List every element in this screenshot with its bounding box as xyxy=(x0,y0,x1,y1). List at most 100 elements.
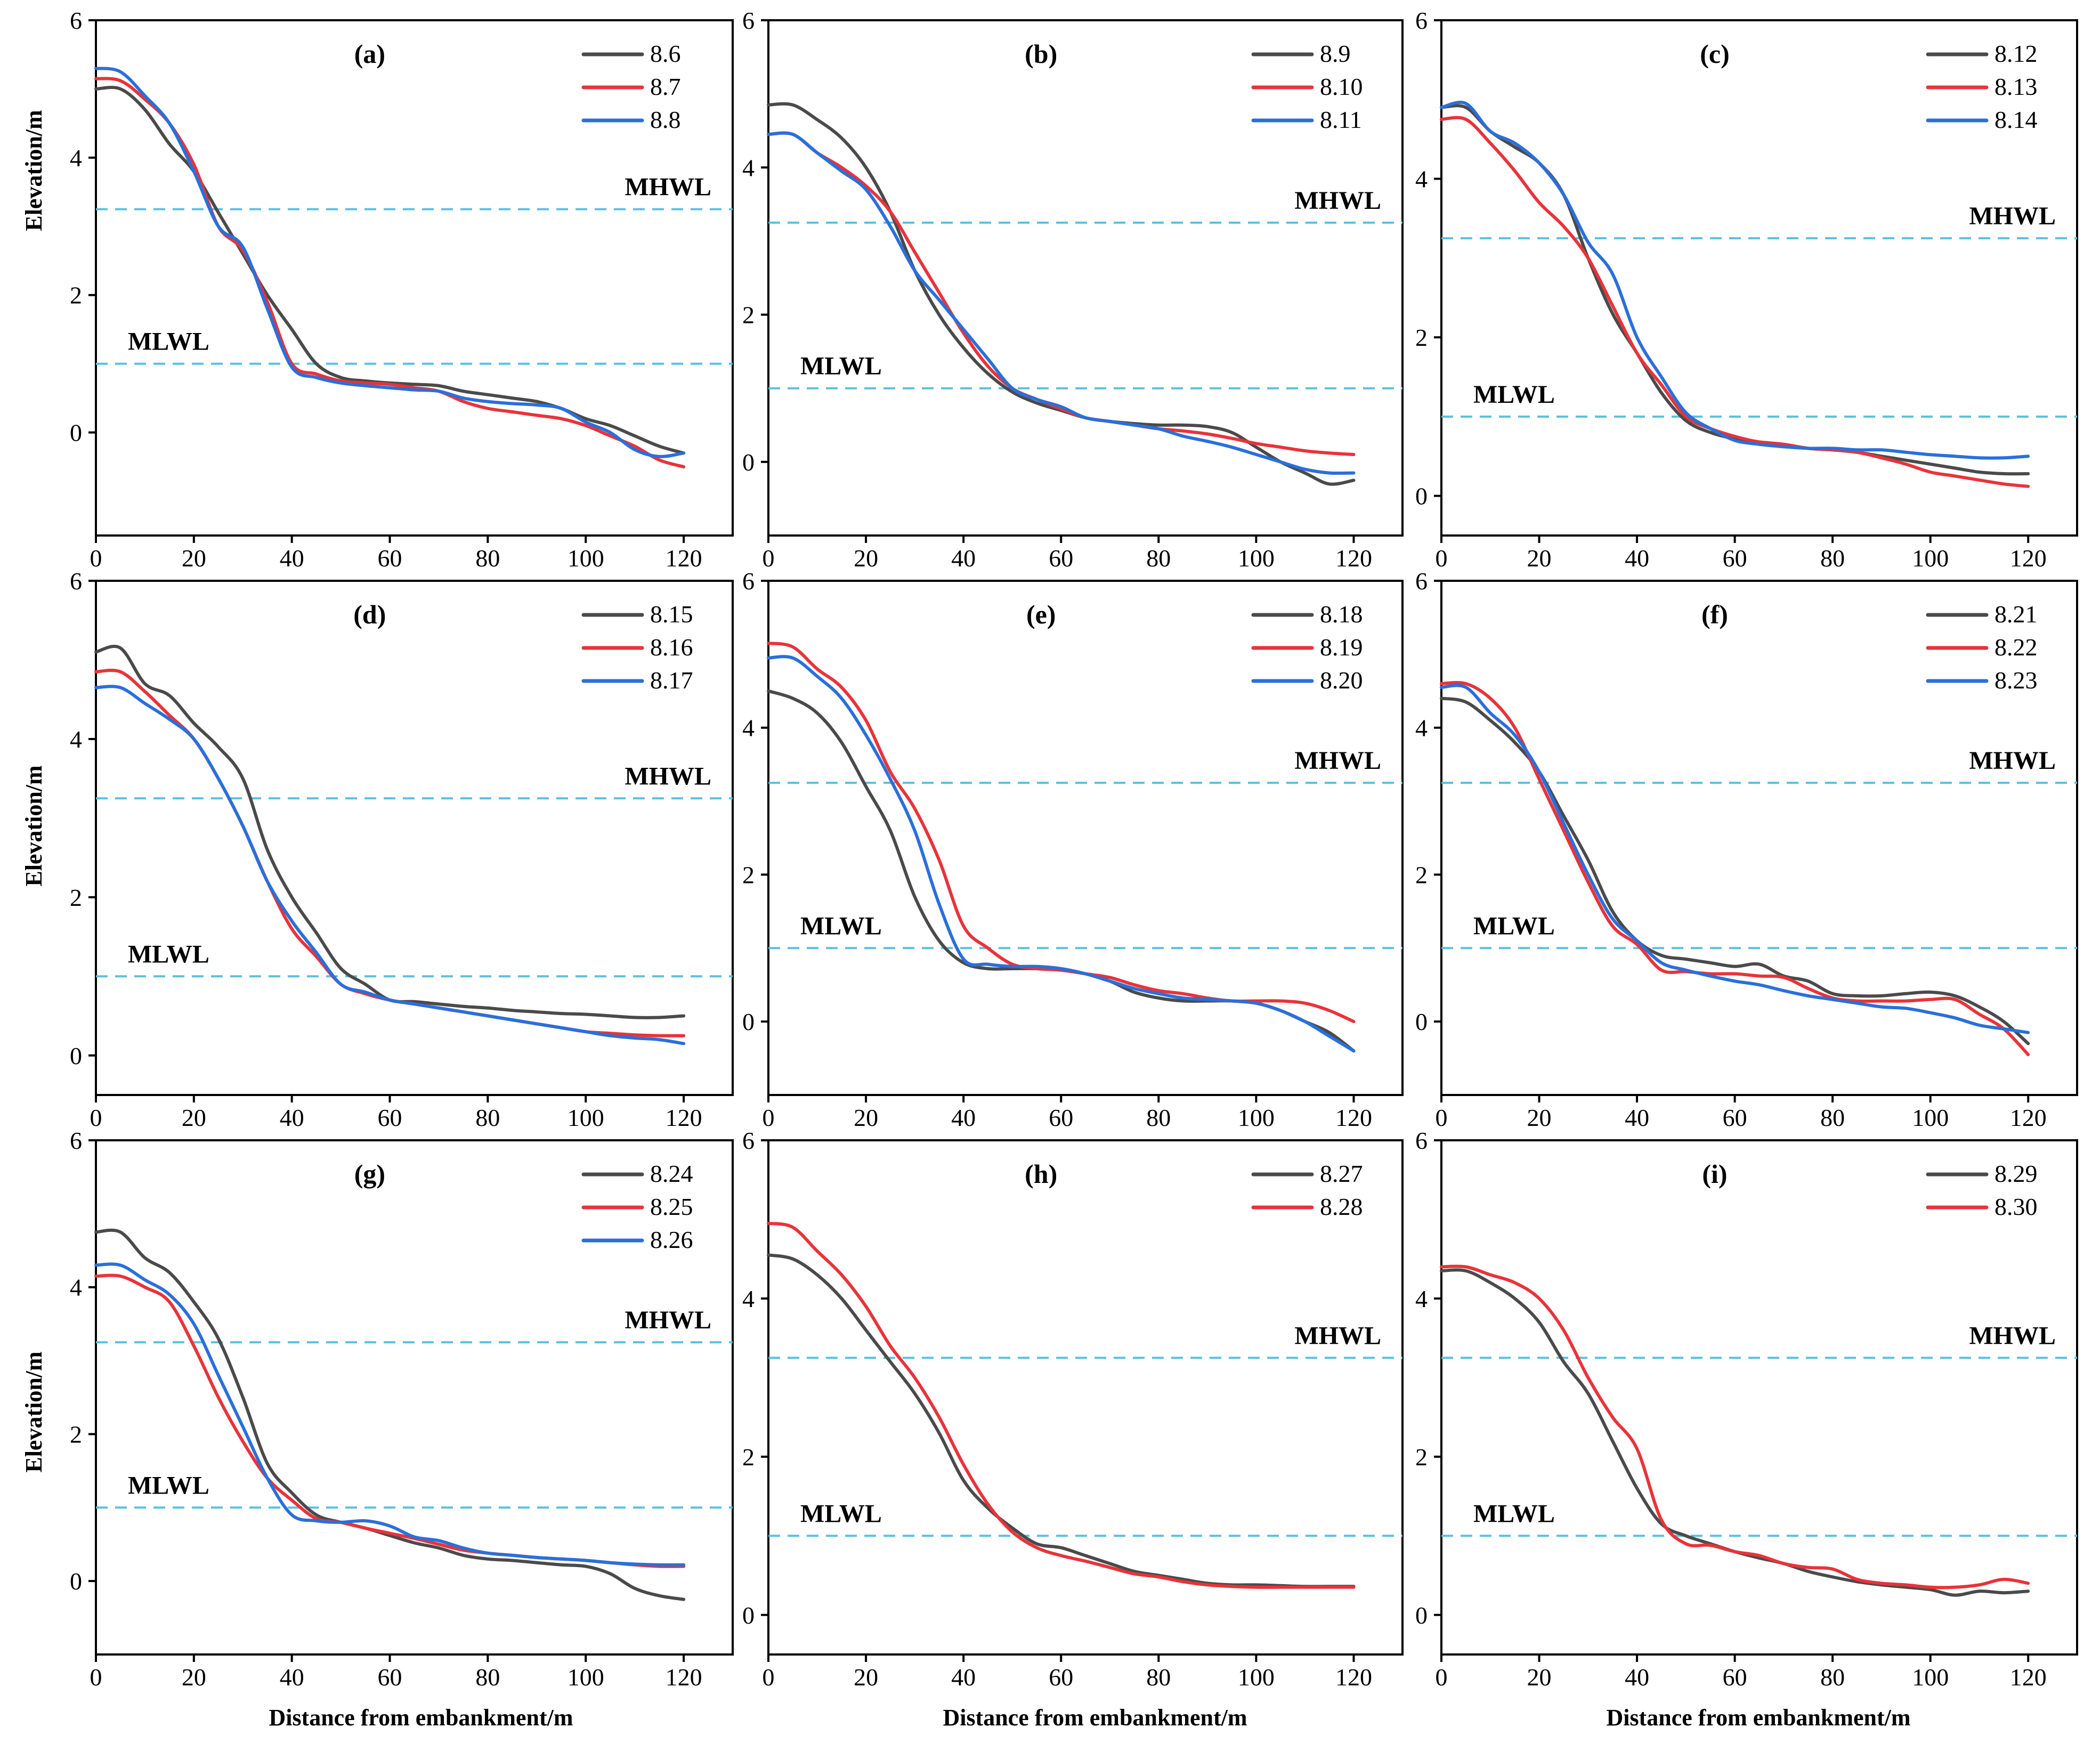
x-tick-label-a-80: 80 xyxy=(475,545,500,572)
legend-label-c-8.14: 8.14 xyxy=(1994,106,2038,133)
y-tick-label-i-4: 4 xyxy=(1415,1285,1428,1312)
panel-label-b: (b) xyxy=(1025,39,1057,69)
y-tick-label-d-4: 4 xyxy=(70,726,82,753)
ref-label-mhwl-d: MHWL xyxy=(625,762,711,790)
series-line-e-8.20 xyxy=(767,655,1356,1053)
legend-label-b-8.9: 8.9 xyxy=(1320,40,1351,67)
series-line-c-8.14 xyxy=(1440,101,2030,460)
x-tick-label-c-40: 40 xyxy=(1625,545,1649,572)
legend-label-e-8.20: 8.20 xyxy=(1320,667,1363,694)
x-tick-label-b-100: 100 xyxy=(1238,545,1275,572)
y-tick-label-h-2: 2 xyxy=(742,1443,755,1471)
x-axis-title-col-2: Distance from embankment/m xyxy=(943,1705,1247,1731)
x-tick-label-i-40: 40 xyxy=(1625,1664,1649,1691)
y-tick-label-g-2: 2 xyxy=(70,1421,82,1448)
y-tick-label-f-2: 2 xyxy=(1415,861,1428,888)
y-tick-label-c-0: 0 xyxy=(1415,483,1428,510)
x-tick-label-f-80: 80 xyxy=(1820,1104,1845,1131)
x-tick-label-d-60: 60 xyxy=(378,1104,402,1131)
y-tick-label-a-0: 0 xyxy=(70,419,82,447)
panel-label-c: (c) xyxy=(1700,39,1730,69)
ref-label-mlwl-e: MLWL xyxy=(800,912,882,940)
x-tick-label-e-80: 80 xyxy=(1146,1104,1171,1131)
ref-label-mlwl-c: MLWL xyxy=(1473,380,1555,409)
series-line-i-8.29 xyxy=(1440,1268,2030,1597)
x-tick-label-e-40: 40 xyxy=(951,1104,976,1131)
legend-label-a-8.8: 8.8 xyxy=(650,106,681,133)
legend-label-h-8.27: 8.27 xyxy=(1320,1160,1363,1187)
x-tick-label-g-40: 40 xyxy=(280,1664,304,1691)
series-line-i-8.30 xyxy=(1440,1264,2030,1589)
x-tick-label-a-100: 100 xyxy=(567,545,604,572)
panel-label-d: (d) xyxy=(353,599,386,629)
y-tick-label-e-0: 0 xyxy=(742,1008,755,1035)
x-tick-label-b-80: 80 xyxy=(1146,545,1171,572)
panel-frame-b xyxy=(767,19,1404,537)
legend-label-c-8.12: 8.12 xyxy=(1994,40,2038,67)
y-tick-label-f-0: 0 xyxy=(1415,1008,1428,1035)
x-tick-label-e-120: 120 xyxy=(1335,1104,1372,1131)
panel-label-i: (i) xyxy=(1702,1159,1727,1189)
x-tick-label-e-100: 100 xyxy=(1238,1104,1275,1131)
legend-label-b-8.10: 8.10 xyxy=(1320,73,1363,100)
legend-label-h-8.28: 8.28 xyxy=(1320,1193,1363,1220)
x-axis-title-col-1: Distance from embankment/m xyxy=(269,1705,573,1731)
series-line-d-8.15 xyxy=(94,645,686,1019)
y-tick-label-e-4: 4 xyxy=(742,715,755,742)
legend-label-f-8.23: 8.23 xyxy=(1994,667,2038,694)
series-line-h-8.28 xyxy=(767,1221,1356,1589)
legend-label-c-8.13: 8.13 xyxy=(1994,73,2038,100)
x-tick-label-h-40: 40 xyxy=(951,1664,976,1691)
x-tick-label-d-100: 100 xyxy=(567,1104,604,1131)
ref-label-mhwl-f: MHWL xyxy=(1969,747,2056,775)
ref-label-mhwl-e: MHWL xyxy=(1294,747,1381,775)
panel-frame-f xyxy=(1440,580,2078,1096)
x-tick-label-a-40: 40 xyxy=(280,545,304,572)
y-tick-label-i-6: 6 xyxy=(1415,1127,1428,1154)
x-tick-label-d-0: 0 xyxy=(90,1104,102,1131)
x-tick-label-e-20: 20 xyxy=(854,1104,878,1131)
x-tick-label-g-60: 60 xyxy=(378,1664,402,1691)
series-line-d-8.16 xyxy=(94,668,686,1037)
y-tick-label-b-6: 6 xyxy=(742,7,755,34)
legend-label-i-8.29: 8.29 xyxy=(1994,1160,2038,1187)
panel-c: 0 20 40 60 80 100 120 0 2 4 6 MHWL MLWL (c) 8.12 8.13 8.… xyxy=(1415,7,2078,572)
x-tick-label-i-100: 100 xyxy=(1912,1664,1949,1691)
y-tick-label-g-0: 0 xyxy=(70,1568,82,1595)
x-tick-label-a-60: 60 xyxy=(378,545,402,572)
ref-label-mhwl-c: MHWL xyxy=(1969,202,2056,230)
x-tick-label-i-80: 80 xyxy=(1820,1664,1845,1691)
ref-label-mhwl-i: MHWL xyxy=(1969,1321,2056,1350)
x-tick-label-g-80: 80 xyxy=(475,1664,500,1691)
x-tick-label-b-0: 0 xyxy=(763,545,775,572)
x-tick-label-h-120: 120 xyxy=(1335,1664,1372,1691)
x-tick-label-i-120: 120 xyxy=(2010,1664,2047,1691)
x-tick-label-a-120: 120 xyxy=(666,545,702,572)
x-tick-label-g-20: 20 xyxy=(182,1664,206,1691)
y-tick-label-a-4: 4 xyxy=(70,144,82,172)
x-tick-label-h-100: 100 xyxy=(1238,1664,1275,1691)
x-tick-label-c-100: 100 xyxy=(1912,545,1949,572)
y-tick-label-g-6: 6 xyxy=(70,1127,82,1154)
x-tick-label-g-100: 100 xyxy=(567,1664,604,1691)
x-tick-label-i-20: 20 xyxy=(1527,1664,1552,1691)
panel-label-f: (f) xyxy=(1701,599,1728,629)
y-tick-label-f-6: 6 xyxy=(1415,567,1428,595)
y-tick-label-h-4: 4 xyxy=(742,1285,755,1312)
y-tick-label-a-2: 2 xyxy=(70,282,82,309)
legend-label-e-8.18: 8.18 xyxy=(1320,601,1363,628)
panel-frame-h xyxy=(767,1139,1404,1656)
y-tick-label-c-2: 2 xyxy=(1415,324,1428,351)
legend-label-b-8.11: 8.11 xyxy=(1320,106,1362,133)
x-tick-label-g-120: 120 xyxy=(666,1664,702,1691)
ref-label-mhwl-h: MHWL xyxy=(1294,1321,1381,1350)
series-line-b-8.11 xyxy=(767,131,1356,475)
y-tick-label-d-2: 2 xyxy=(70,884,82,911)
series-line-a-8.7 xyxy=(94,77,686,469)
panel-label-h: (h) xyxy=(1025,1159,1057,1189)
panel-label-g: (g) xyxy=(354,1159,385,1189)
x-tick-label-c-0: 0 xyxy=(1436,545,1448,572)
y-tick-label-d-6: 6 xyxy=(70,567,82,595)
panel-d: 0 20 40 60 80 100 120 0 2 4 6 MHWL MLWL (d) 8.15 8.16 8.… xyxy=(70,567,734,1131)
